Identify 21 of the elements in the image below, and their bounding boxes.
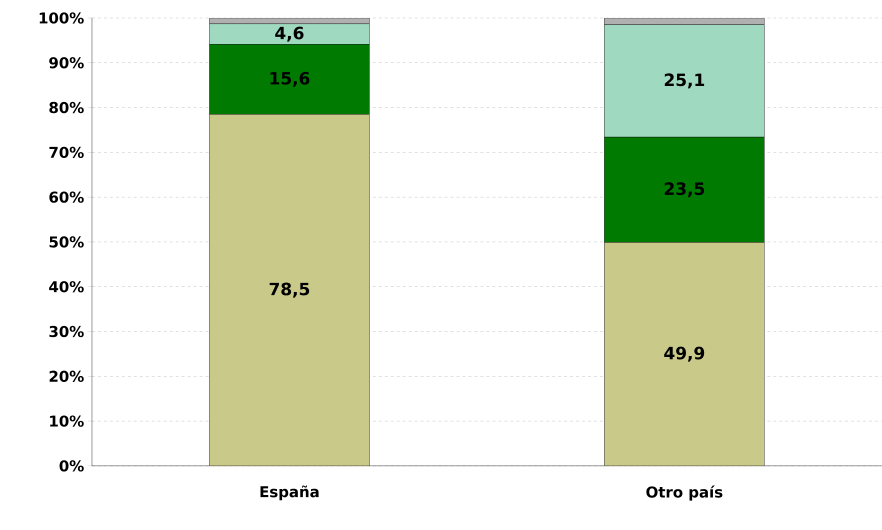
y-tick-label: 90% (49, 57, 84, 68)
x-tick-label: Otro país (646, 486, 722, 501)
data-label: 4,6 (275, 26, 304, 42)
y-tick-label: 50% (50, 236, 84, 248)
y-tick-label: 40% (49, 281, 84, 292)
data-label: 78,5 (270, 282, 310, 298)
y-tick-label: 70% (49, 146, 84, 158)
y-tick-label: 100% (40, 12, 84, 24)
data-label: 25,1 (664, 73, 704, 88)
x-tick-label: España (260, 486, 319, 500)
y-tick-label: 20% (50, 370, 84, 382)
data-label: 15,6 (270, 72, 310, 87)
data-label: 23,5 (664, 182, 704, 198)
y-tick-label: 0% (60, 460, 84, 472)
y-tick-label: 10% (50, 416, 84, 427)
y-tick-label: 60% (49, 192, 84, 203)
data-label: 49,9 (664, 346, 704, 362)
y-tick-label: 80% (49, 102, 84, 114)
bar (604, 242, 765, 466)
bar (209, 114, 370, 466)
y-tick-label: 30% (49, 326, 84, 338)
